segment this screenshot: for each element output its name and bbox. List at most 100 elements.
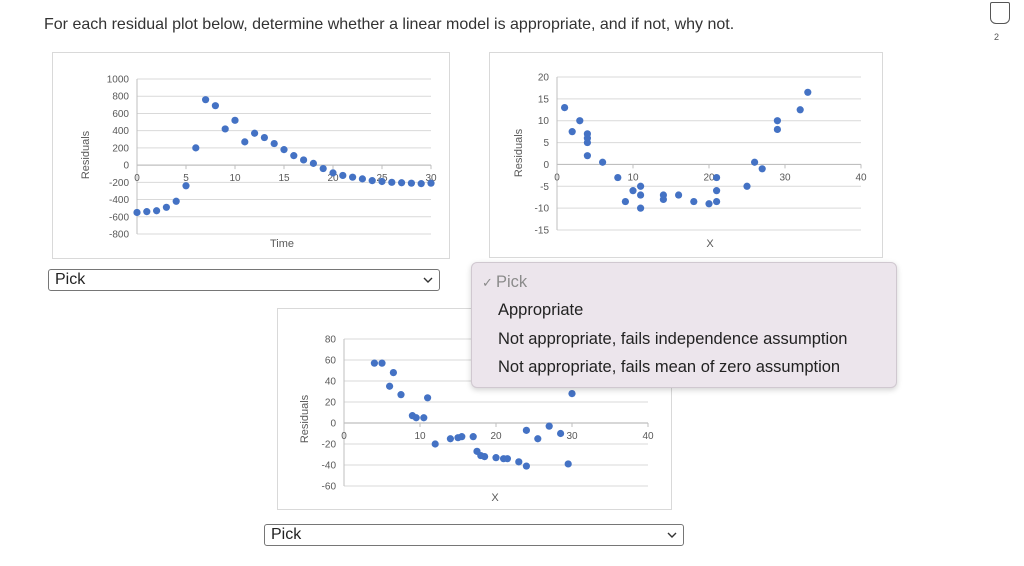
data-point <box>637 204 645 212</box>
residual-plot-2-svg: 20 15 10 5 0 -5 -10 -15 0 10 20 30 40 Residuals X <box>513 73 867 251</box>
data-point <box>637 182 645 190</box>
data-point <box>576 117 584 125</box>
y-axis-label: Residuals <box>80 130 92 179</box>
plot-1-answer-select[interactable]: Pick <box>48 269 440 291</box>
data-point <box>705 200 713 208</box>
data-point <box>424 394 432 402</box>
data-point <box>568 390 576 398</box>
data-point <box>758 165 766 173</box>
x-tick-label: 30 <box>425 173 437 184</box>
data-point <box>251 129 259 137</box>
data-point <box>557 429 565 438</box>
x-tick-label: 15 <box>278 173 290 184</box>
data-point <box>637 191 645 199</box>
x-tick-label: 10 <box>627 172 639 183</box>
data-point <box>583 138 591 147</box>
data-point <box>388 178 396 186</box>
data-point <box>202 96 210 104</box>
data-point <box>773 125 781 134</box>
y-tick-label: -20 <box>322 440 337 451</box>
data-point <box>329 169 337 177</box>
data-point <box>398 179 406 187</box>
select-value: Pick <box>271 526 302 543</box>
residual-plot-1: 1000 800 600 400 200 0 -200 -400 -600 -800 0 5 10 15 2… <box>52 52 450 259</box>
y-tick-label: 20 <box>325 398 337 409</box>
data-point <box>568 128 576 136</box>
data-point <box>599 158 607 166</box>
dropdown-option-appropriate[interactable]: Appropriate <box>498 301 584 319</box>
data-point <box>182 182 190 190</box>
data-point <box>804 88 812 96</box>
y-tick-label: 0 <box>330 419 336 430</box>
y-tick-label: 0 <box>123 161 129 172</box>
data-point <box>621 197 629 206</box>
data-point <box>713 197 721 206</box>
data-point <box>446 435 454 443</box>
dropdown-option-fails-independence[interactable]: Not appropriate, fails independence assu… <box>498 330 848 348</box>
data-point <box>290 152 298 160</box>
data-point <box>629 187 637 195</box>
y-tick-label: -60 <box>322 482 337 493</box>
data-point <box>675 191 683 199</box>
data-point <box>481 453 489 461</box>
data-point <box>378 359 386 367</box>
data-point <box>358 175 366 183</box>
data-point <box>143 208 151 216</box>
data-point <box>583 152 591 160</box>
data-point <box>431 440 439 448</box>
y-tick-label: 1000 <box>107 75 130 86</box>
data-point <box>339 171 347 180</box>
chevron-down-icon <box>423 277 433 283</box>
data-point <box>270 139 278 148</box>
y-tick-label: -15 <box>535 226 550 237</box>
y-axis-label: Residuals <box>513 128 525 177</box>
data-point <box>368 177 376 185</box>
data-point <box>561 104 569 112</box>
data-point <box>773 117 781 125</box>
data-point <box>153 207 161 215</box>
data-point <box>420 414 428 422</box>
data-point <box>162 203 170 211</box>
y-tick-label: -200 <box>109 178 129 189</box>
x-tick-label: 20 <box>703 172 715 183</box>
data-point <box>796 106 804 114</box>
data-point <box>534 435 542 443</box>
data-point <box>492 454 500 462</box>
y-tick-label: 600 <box>112 109 129 120</box>
y-tick-label: -5 <box>540 182 549 193</box>
bookmark-icon[interactable] <box>990 2 1010 24</box>
data-point <box>545 422 553 430</box>
dropdown-option-pick[interactable]: ✓ Pick <box>482 273 527 292</box>
data-point <box>515 458 523 466</box>
y-tick-label: 20 <box>538 73 550 84</box>
dropdown-option-fails-mean-zero[interactable]: Not appropriate, fails mean of zero assu… <box>498 358 841 376</box>
data-point <box>349 173 357 181</box>
data-point <box>522 426 530 434</box>
data-point <box>280 146 288 154</box>
y-axis-label: Residuals <box>299 394 311 443</box>
data-point <box>614 173 622 182</box>
plot-2-answer-dropdown[interactable]: ✓ Pick Appropriate Not appropriate, fails… <box>471 262 897 388</box>
plot-3-answer-select[interactable]: Pick <box>264 524 684 546</box>
data-point <box>172 197 180 205</box>
x-tick-label: 20 <box>327 173 339 184</box>
data-point <box>417 180 425 188</box>
x-tick-label: 10 <box>414 431 426 442</box>
option-label: Pick <box>496 273 528 291</box>
y-tick-label: -10 <box>535 204 550 215</box>
y-tick-label: 40 <box>325 377 337 388</box>
data-point <box>397 391 405 399</box>
data-point <box>389 369 397 377</box>
y-tick-label: 400 <box>112 126 129 137</box>
x-tick-label: 5 <box>183 173 189 184</box>
x-axis-label: Time <box>270 238 294 250</box>
data-point <box>378 177 386 186</box>
y-tick-label: 200 <box>112 143 129 154</box>
y-tick-label: -600 <box>109 212 129 223</box>
data-point <box>713 173 721 182</box>
question-text: For each residual plot below, determine … <box>44 16 735 33</box>
x-axis-label: X <box>706 238 714 250</box>
data-point <box>133 208 141 217</box>
question-number: 2 <box>994 32 1000 42</box>
data-point <box>370 359 378 367</box>
